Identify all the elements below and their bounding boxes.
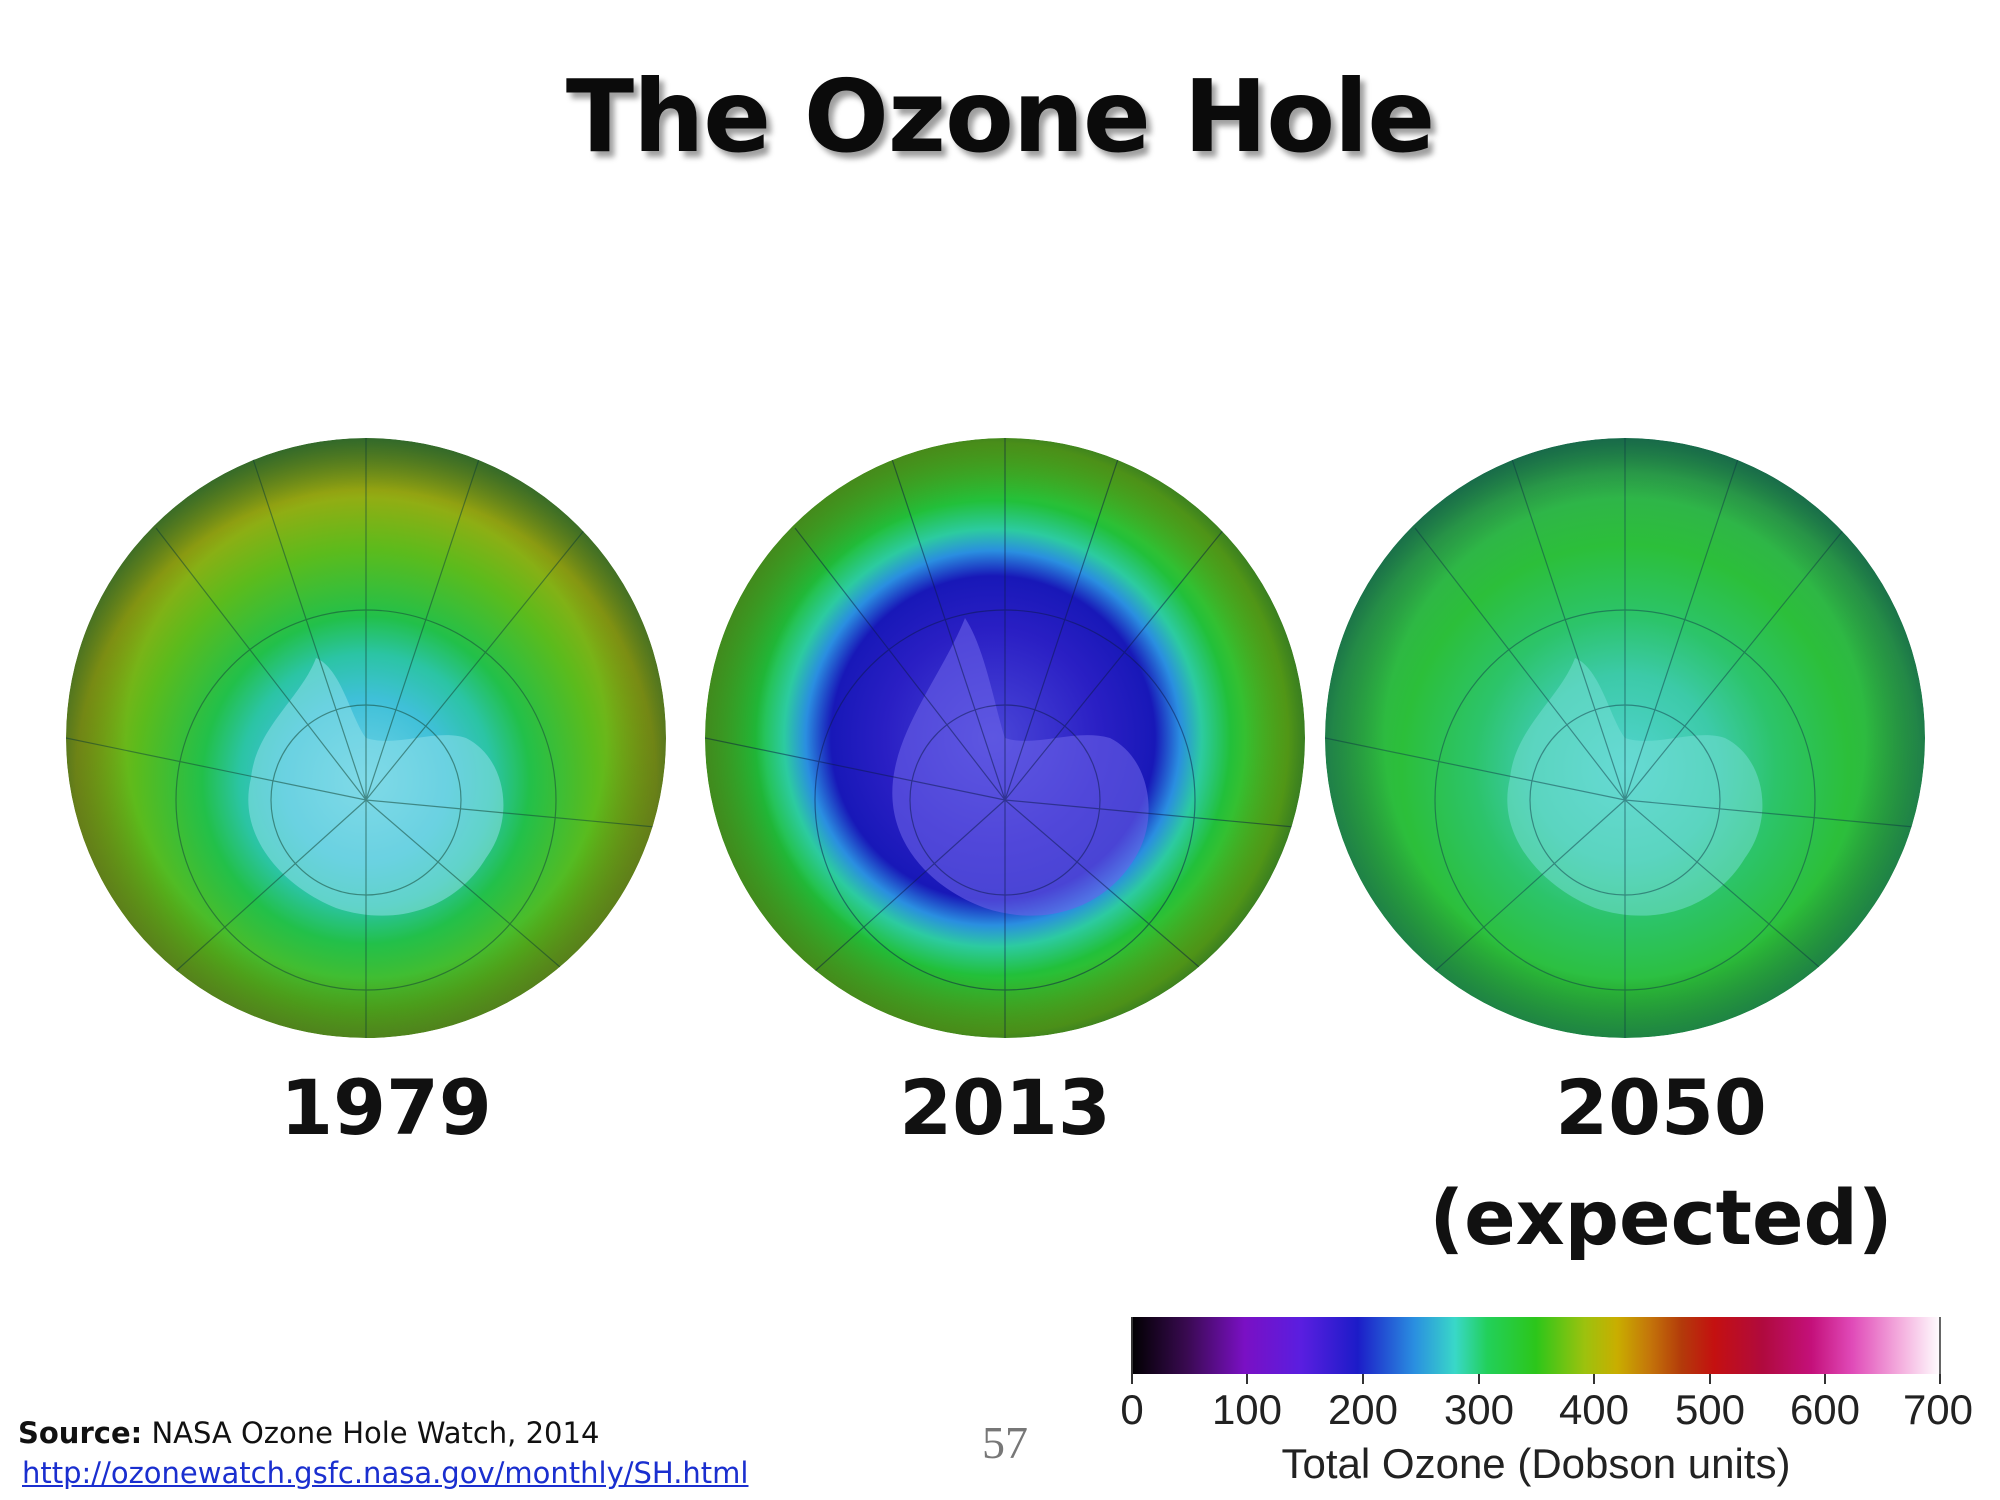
source-url-link[interactable]: http://ozonewatch.gsfc.nasa.gov/monthly/… [22, 1456, 749, 1490]
colorbar-tick [1709, 1374, 1711, 1384]
source-label: Source: [18, 1416, 143, 1450]
colorbar-tick [1824, 1374, 1826, 1384]
year-label-1979: 1979 [280, 1063, 492, 1152]
ozone-globe-2050 [1325, 438, 1925, 1038]
colorbar-tick [1478, 1374, 1480, 1384]
colorbar-tick-label: 300 [1443, 1386, 1515, 1433]
colorbar-tick-label: 400 [1558, 1386, 1630, 1433]
colorbar-tick-label: 0 [1120, 1386, 1144, 1433]
colorbar-tick-label: 700 [1902, 1386, 1974, 1433]
colorbar-tick-label: 600 [1789, 1386, 1861, 1433]
colorbar-tick-label: 500 [1674, 1386, 1746, 1433]
colorbar-tick [1362, 1374, 1364, 1384]
slide-title: The Ozone Hole [565, 58, 1435, 175]
ozone-globe-2013 [705, 438, 1305, 1038]
colorbar-tick-label: 100 [1211, 1386, 1283, 1433]
ozone-colorbar [1131, 1317, 1941, 1374]
year-label-2013: 2013 [899, 1063, 1111, 1152]
colorbar-tick [1131, 1374, 1133, 1384]
colorbar-tick [1246, 1374, 1248, 1384]
colorbar-tick [1939, 1374, 1941, 1384]
year-label-2050: 2050 [1555, 1063, 1767, 1152]
page-number: 57 [982, 1417, 1028, 1468]
source-text: NASA Ozone Hole Watch, 2014 [151, 1416, 600, 1450]
ozone-globe-1979 [66, 438, 666, 1038]
year-sublabel-expected: (expected) [1429, 1173, 1893, 1262]
colorbar-tick-label: 200 [1327, 1386, 1399, 1433]
source-citation: Source: NASA Ozone Hole Watch, 2014 [18, 1416, 599, 1450]
colorbar-tick [1593, 1374, 1595, 1384]
colorbar-title: Total Ozone (Dobson units) [1281, 1440, 1791, 1487]
colorbar-frame [1131, 1317, 1941, 1374]
